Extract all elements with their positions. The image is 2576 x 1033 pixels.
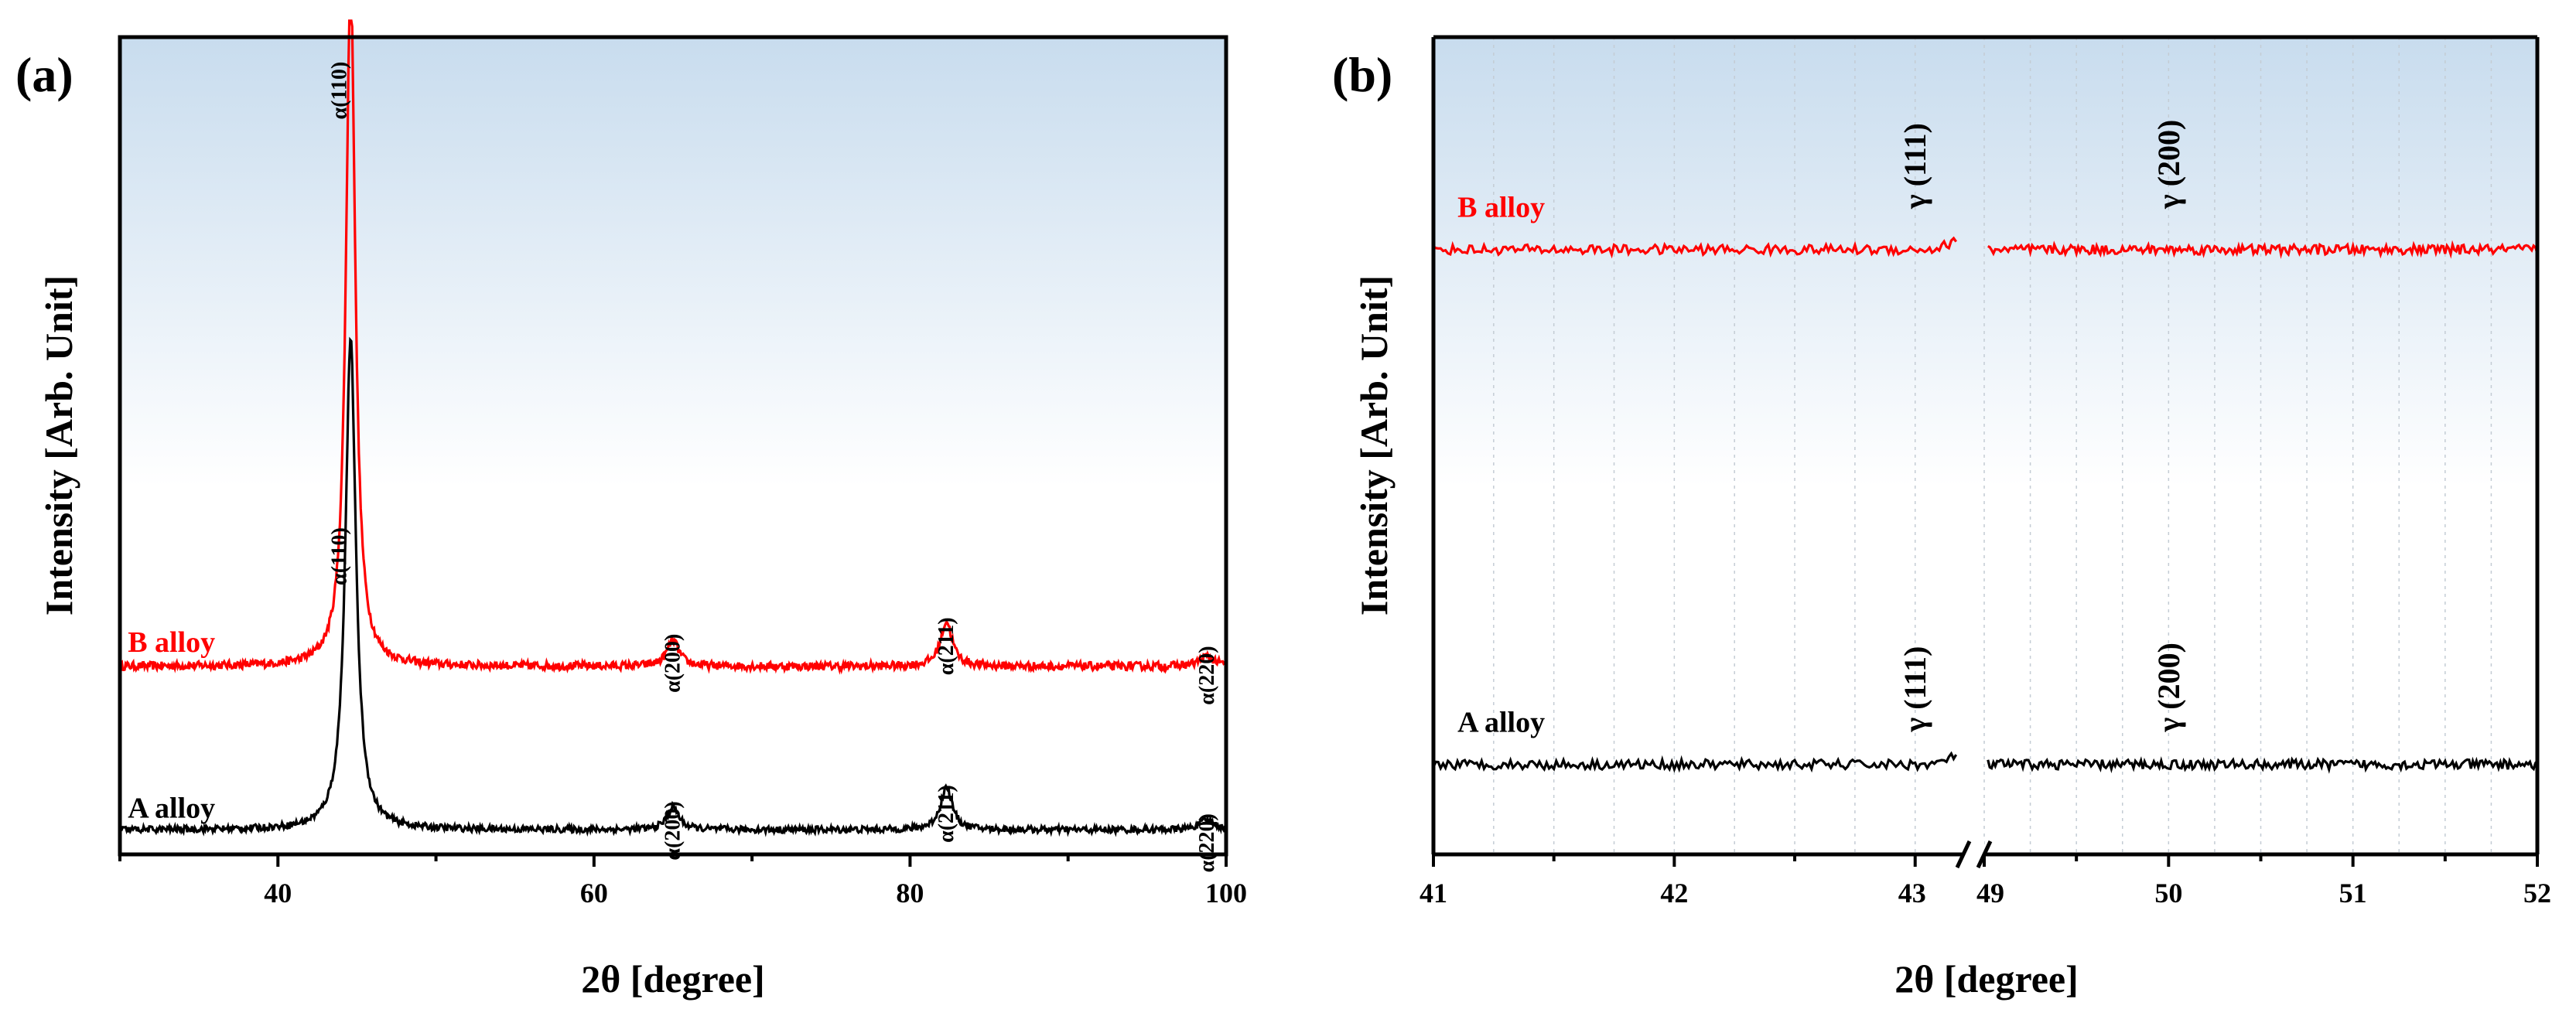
series-line-b-alloy	[1433, 236, 1958, 259]
panel-b-gridlines	[1493, 37, 2492, 854]
peak-annotation: α(200)	[661, 801, 685, 860]
x-tick-label: 41	[1420, 878, 1447, 909]
series-line-a-alloy	[1987, 756, 2539, 774]
peak-annotation: α(220)	[1195, 646, 1219, 704]
series-label-a-alloy: A alloy	[1457, 706, 1545, 738]
peak-annotation: α(211)	[934, 617, 958, 675]
x-tick-label: 49	[1976, 878, 2004, 909]
series-label-b-alloy: B alloy	[128, 626, 215, 659]
x-tick-label: 52	[2523, 878, 2551, 909]
peak-annotation: α(200)	[661, 634, 685, 693]
series-line-a-alloy	[118, 336, 1227, 837]
panel-a-plot-background	[120, 37, 1226, 854]
panel-a: (a) 40 60 80 100 α(110)α(200) α(211) α(220)α(…	[15, 19, 1247, 1001]
series-label-a-alloy: A alloy	[128, 792, 215, 824]
panel-b-series-layer	[1432, 236, 2539, 774]
series-line-b-alloy	[1987, 240, 2539, 259]
panel-b: (b) 41 42 43 49 50 51 52 γ (111) γ (200)γ (111)…	[1332, 35, 2551, 1001]
panel-b-peak-annotations: γ (111) γ (200) γ (111) γ (200)	[1898, 120, 2186, 733]
peak-annotation: α(110)	[327, 527, 351, 585]
panel-b-x-axis-title: 2θ [degree]	[1894, 957, 2079, 1001]
x-tick-label: 42	[1660, 878, 1688, 909]
panel-a-y-axis-title: Intensity [Arb. Unit]	[37, 275, 80, 615]
panel-a-peak-annotations: α(110) α(200) α(211) α(220) α(110) α(200) α(21…	[327, 62, 1219, 873]
panel-b-y-axis-title: Intensity [Arb. Unit]	[1352, 275, 1396, 615]
peak-annotation: α(110)	[327, 62, 351, 120]
peak-annotation: γ (200)	[2151, 120, 2186, 210]
panel-a-series-labels: B alloy A alloy	[128, 626, 215, 825]
panel-a-x-axis-title: 2θ [degree]	[581, 957, 765, 1001]
peak-annotation: α(220)	[1195, 813, 1219, 872]
panel-a-plot-frame	[118, 35, 1228, 857]
panel-a-label: (a)	[15, 47, 73, 102]
x-tick-label: 50	[2154, 878, 2182, 909]
panel-b-x-ticks: 41 42 43 49 50 51 52	[1420, 854, 2551, 909]
peak-annotation: γ (200)	[2151, 643, 2186, 732]
panel-b-series-labels: B alloy A alloy	[1457, 192, 1545, 739]
peak-annotation: α(211)	[934, 785, 958, 843]
peak-annotation: γ (111)	[1898, 646, 1932, 733]
x-tick-label: 60	[580, 878, 608, 909]
x-tick-label: 43	[1898, 878, 1926, 909]
panel-b-plot-background	[1433, 37, 2537, 854]
series-label-b-alloy: B alloy	[1457, 192, 1545, 224]
panel-a-x-ticks: 40 60 80 100	[118, 854, 1247, 909]
x-tick-label: 51	[2339, 878, 2367, 909]
peak-annotation: γ (111)	[1898, 123, 1932, 210]
x-tick-label: 100	[1205, 878, 1247, 909]
panel-b-label: (b)	[1332, 47, 1392, 102]
series-line-a-alloy	[1432, 751, 1958, 773]
x-tick-label: 80	[896, 878, 924, 909]
x-tick-label: 40	[264, 878, 292, 909]
panel-a-series-layer	[118, 19, 1227, 837]
series-line-b-alloy	[118, 19, 1227, 675]
axis-break-mark	[1955, 839, 1993, 870]
